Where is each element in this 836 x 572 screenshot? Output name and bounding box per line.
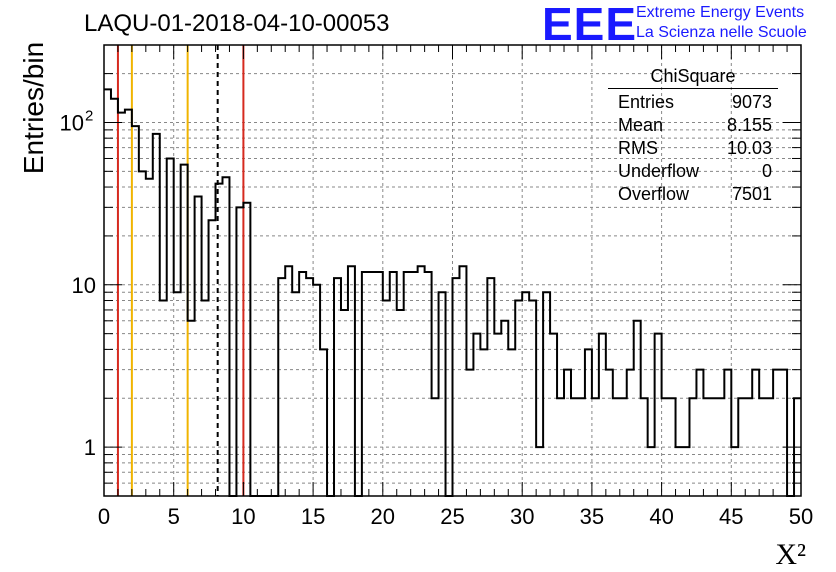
stats-label: Mean: [618, 115, 664, 135]
stats-row-mean: Mean 8.155: [608, 114, 778, 137]
stats-value: 8.155: [726, 115, 772, 135]
eee-logo-line1: Extreme Energy Events: [636, 4, 805, 21]
stats-value: 7501: [731, 184, 772, 204]
stats-label: Underflow: [618, 161, 700, 181]
stats-label: Overflow: [618, 184, 690, 204]
x-tick-label: 50: [789, 504, 813, 529]
x-tick-label: 25: [440, 504, 464, 529]
x-tick-label: 45: [719, 504, 743, 529]
x-tick-label: 10: [231, 504, 255, 529]
x-tick-label: 15: [301, 504, 325, 529]
stats-row-entries: Entries 9073: [608, 91, 778, 114]
x-tick-label: 5: [168, 504, 180, 529]
stats-box-title: ChiSquare: [608, 66, 778, 89]
y-tick-label: 1: [84, 435, 96, 460]
stats-label: Entries: [618, 92, 675, 112]
stats-box: ChiSquare Entries 9073 Mean 8.155 RMS 10…: [608, 66, 778, 206]
stats-value: 9073: [731, 92, 772, 112]
stats-value: 10.03: [726, 138, 772, 158]
x-tick-label: 30: [510, 504, 534, 529]
stats-row-overflow: Overflow 7501: [608, 183, 778, 206]
stats-row-underflow: Underflow 0: [608, 160, 778, 183]
y-tick-label: 10: [72, 273, 96, 298]
stats-row-rms: RMS 10.03: [608, 137, 778, 160]
x-tick-label: 40: [649, 504, 673, 529]
x-axis-label: X²: [775, 538, 806, 571]
stats-value: 0: [761, 161, 772, 181]
y-tick-label-exponent: 2: [85, 107, 93, 124]
x-tick-label: 0: [98, 504, 110, 529]
x-tick-label: 35: [580, 504, 604, 529]
y-tick-label: 10: [60, 110, 84, 135]
x-tick-label: 20: [371, 504, 395, 529]
stats-label: RMS: [618, 138, 658, 158]
eee-logo-mark: EEE: [542, 0, 638, 50]
chart-title: LAQU-01-2018-04-10-00053: [84, 10, 390, 37]
eee-logo-line2: La Scienza nelle Scuole: [636, 24, 807, 41]
